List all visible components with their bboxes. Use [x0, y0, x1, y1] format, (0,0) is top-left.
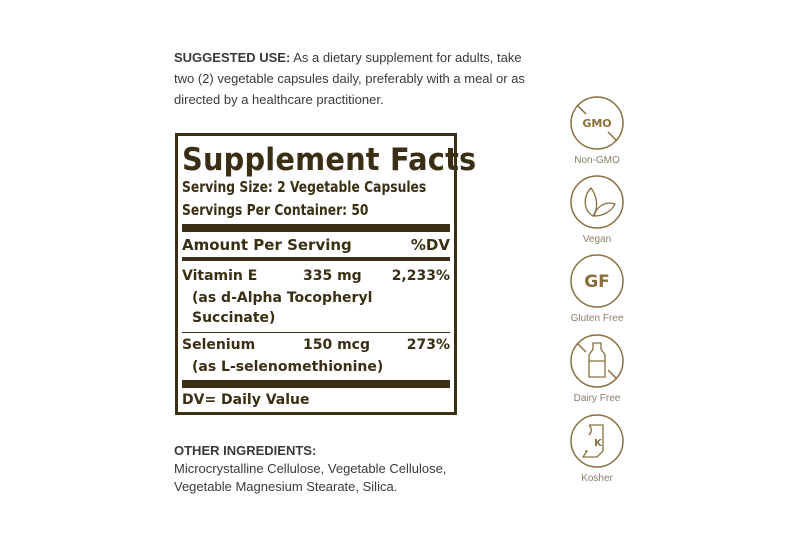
badge-label: Non-GMO	[574, 155, 620, 166]
nutrient-source: (as L-selenomethionine)	[192, 359, 384, 375]
other-ingredients-heading: OTHER INGREDIENTS:	[174, 443, 317, 458]
serving-size: Serving Size: 2 Vegetable Capsules	[182, 178, 427, 196]
badge-label: Kosher	[581, 473, 613, 484]
divider-thick	[182, 224, 450, 232]
nutrient-name: Selenium	[182, 337, 256, 353]
suggested-use-heading: SUGGESTED USE:	[174, 50, 291, 65]
svg-text:GF: GF	[584, 272, 610, 292]
gf-icon: GF	[570, 254, 624, 308]
divider-medium	[182, 257, 450, 261]
nutrient-amount: 150 mcg	[303, 337, 371, 353]
badge-vegan: Vegan	[567, 174, 627, 245]
other-ingredients: OTHER INGREDIENTS: Microcrystalline Cell…	[174, 442, 446, 496]
badge-non-gmo: GMO Non-GMO	[567, 95, 627, 166]
nutrient-source: (as d-Alpha Tocopheryl	[192, 290, 373, 306]
badge-label: Dairy Free	[573, 393, 621, 404]
nutrient-source: Succinate)	[192, 310, 276, 326]
kosher-icon: K	[570, 414, 624, 468]
nutrient-name: Vitamin E	[182, 268, 258, 284]
other-ingredients-line: Microcrystalline Cellulose, Vegetable Ce…	[174, 461, 447, 476]
svg-text:K: K	[594, 438, 603, 449]
badge-label: Vegan	[582, 234, 612, 245]
suggested-use-text: As a dietary supplement for adults, take…	[174, 50, 525, 107]
badge-dairy-free: Dairy Free	[567, 333, 627, 404]
badge-kosher: K Kosher	[567, 413, 627, 484]
servings-per-container: Servings Per Container: 50	[182, 201, 369, 219]
badge-gluten-free: GF Gluten Free	[567, 253, 627, 324]
badge-label: Gluten Free	[570, 313, 624, 324]
svg-text:GMO: GMO	[582, 117, 611, 130]
footnote: DV= Daily Value	[182, 392, 310, 408]
panel-title: Supplement Facts	[182, 142, 477, 178]
dv-header: %DV	[410, 236, 450, 254]
other-ingredients-line: Vegetable Magnesium Stearate, Silica.	[174, 479, 398, 494]
divider-thick	[182, 380, 450, 388]
gmo-crossed-icon: GMO	[570, 96, 624, 150]
nutrient-amount: 335 mg	[303, 268, 362, 284]
nutrient-dv: 273%	[406, 337, 450, 353]
milk-bottle-crossed-icon	[570, 334, 624, 388]
supplement-facts-panel: Supplement Facts Serving Size: 2 Vegetab…	[175, 133, 476, 415]
divider-thin	[182, 332, 450, 333]
suggested-use: SUGGESTED USE: As a dietary supplement f…	[174, 47, 534, 110]
leaf-icon	[570, 175, 624, 229]
nutrient-dv: 2,233%	[391, 268, 450, 284]
amount-per-serving-header: Amount Per Serving	[182, 236, 352, 254]
